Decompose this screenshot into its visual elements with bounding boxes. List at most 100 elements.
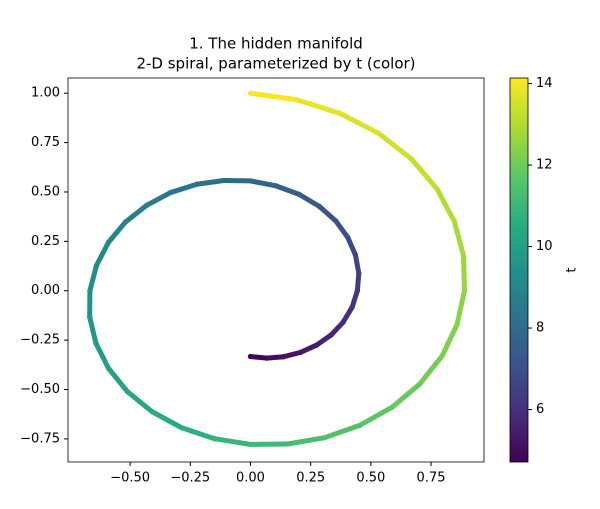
point [357,422,363,428]
point [124,389,131,395]
trace-segment [337,110,382,136]
point [221,177,227,184]
point [345,234,351,241]
point [178,425,184,431]
trace-segment [285,435,328,447]
point [352,252,359,258]
point [247,441,254,448]
point [337,110,343,116]
point [167,189,174,196]
trace-segment [149,409,184,431]
trace-segment [376,130,414,162]
colorbar-tick-label: 14 [536,76,553,91]
point [87,288,93,294]
trace-segment [298,342,320,355]
trace-segment [294,97,343,116]
point [461,288,468,294]
point [354,288,360,294]
trace-segment [408,156,440,192]
trace-segment [247,90,300,103]
point [434,186,440,192]
trace-segment [439,322,460,359]
point [273,183,279,189]
y-tick-label: −0.25 [20,333,60,348]
point [149,409,155,415]
point [349,304,355,310]
trace-segment [212,436,253,447]
trace-segment [354,270,362,294]
y-tick-label: 0.00 [31,283,60,298]
x-tick-label: −0.25 [170,471,210,486]
trace-segment [168,181,200,196]
x-tick-label: −0.50 [110,471,150,486]
y-tick-label: −0.75 [20,431,60,446]
x-tick-label: 0.50 [356,471,385,486]
trace-segment [273,183,302,197]
point [93,340,99,346]
trace-segment [322,422,363,441]
point [93,263,100,269]
colorbar [509,77,529,463]
trace-segment [87,314,99,346]
trace-segment [93,239,111,269]
trace-segment [417,353,445,387]
x-tick-label: 0.00 [236,471,265,486]
point [105,239,112,245]
point [296,191,302,197]
y-tick-label: −0.50 [20,382,60,397]
point [314,342,320,348]
point [264,355,270,361]
plot-frame [67,77,485,463]
point [106,365,112,372]
trace-segment [357,404,395,428]
x-tick-label: 0.75 [417,471,446,486]
y-tick-label: 0.25 [31,234,60,249]
x-tick-label: 0.25 [296,471,325,486]
trace-segment [296,191,322,209]
trace-segment [264,354,287,361]
trace-segment [454,288,467,328]
chart-title: 1. The hidden manifold [189,35,363,53]
trace-segment [247,178,279,189]
point [340,319,346,325]
trace-segment [340,304,355,325]
trace-segment [122,202,149,225]
trace-segment [314,332,334,348]
trace-segment [389,381,423,410]
point [247,178,254,184]
trace-segment [247,354,270,361]
trace-segment [352,252,362,276]
point [122,219,128,225]
trace-segment [178,425,218,442]
point [281,354,287,360]
point [439,353,445,359]
colorbar-tick-label: 12 [536,158,553,173]
point [333,218,339,224]
trace-segment [345,234,358,258]
trace-segment [451,218,467,259]
trace-segment [461,253,467,294]
point [356,270,362,276]
colorbar-label: t [565,267,580,272]
point [212,436,218,442]
chart-subtitle: 2-D spiral, parameterized by t (color) [136,55,415,73]
colorbar-tick-label: 8 [536,321,544,336]
trace-segment [93,340,112,372]
trace-segment [349,288,360,310]
trace-segment [105,219,128,245]
trace-segment [106,366,130,395]
point [322,435,328,441]
point [284,441,291,447]
y-tick-label: 1.00 [31,86,60,101]
point [297,349,304,355]
point [408,156,414,162]
point [194,181,200,187]
trace-segment [434,186,457,224]
trace-segment [281,349,304,360]
point [143,202,150,209]
trace-segment [143,190,174,208]
point [417,381,423,387]
point [87,314,93,320]
trace-segment [194,178,227,187]
